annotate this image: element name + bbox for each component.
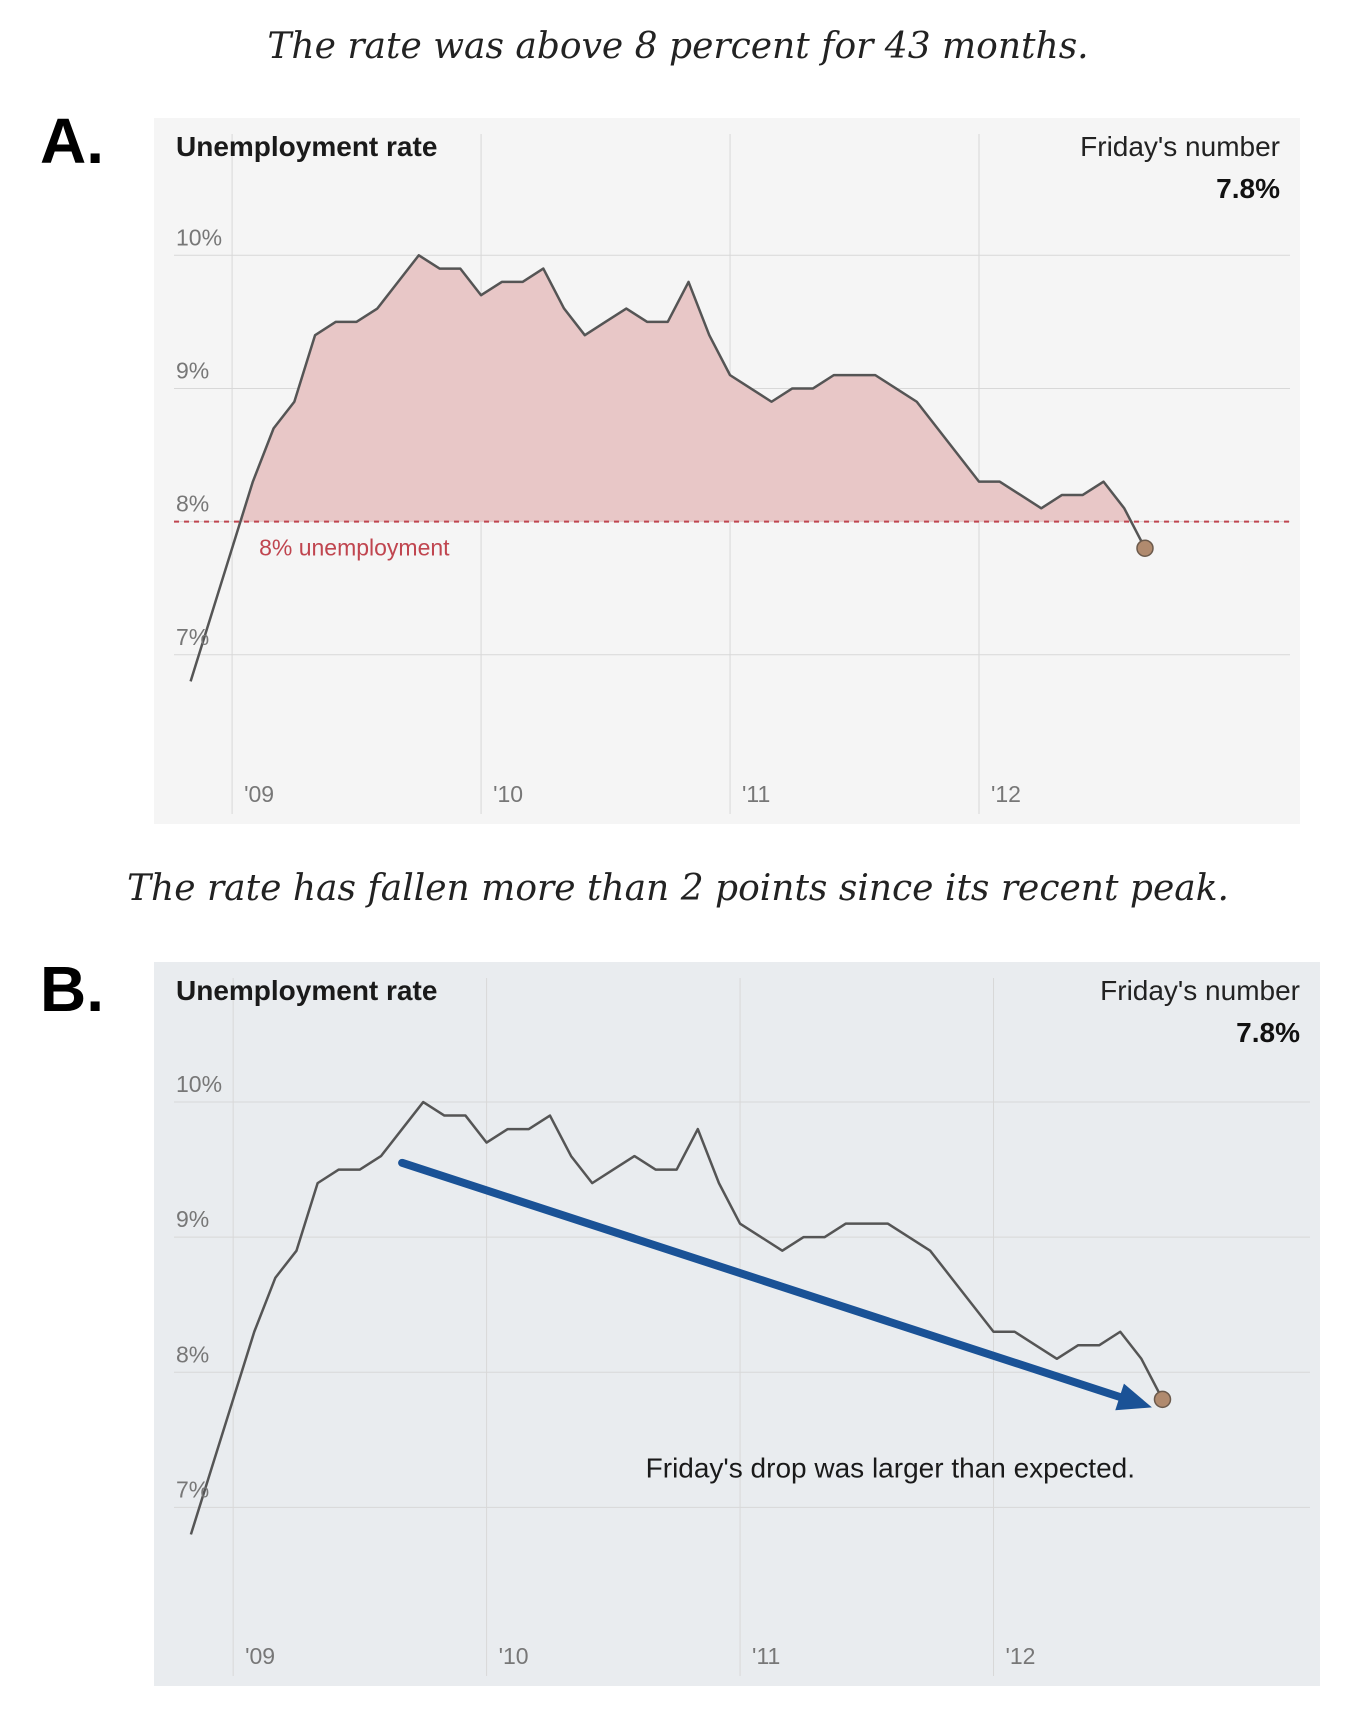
friday-number-value: 7.8% (1236, 1017, 1300, 1048)
unemployment-line (189, 1100, 1164, 1535)
reference-line-label: 8% unemployment (259, 535, 450, 561)
x-tick-label: '09 (244, 781, 274, 807)
panel-letter-b: B. (40, 953, 104, 1025)
trend-arrow-shaft (398, 1158, 1124, 1401)
unemployment-line (189, 254, 1147, 682)
x-tick-label: '11 (752, 1643, 780, 1669)
caption-a: The rate was above 8 percent for 43 mont… (267, 26, 1089, 67)
y-tick-label: 9% (176, 1206, 209, 1232)
chart-title: Unemployment rate (176, 975, 437, 1006)
friday-number-label: Friday's number (1100, 975, 1300, 1006)
x-tick-label: '10 (499, 1643, 529, 1669)
x-tick-label: '11 (742, 781, 770, 807)
friday-number-value: 7.8% (1216, 173, 1280, 204)
y-tick-label: 7% (176, 1476, 209, 1502)
y-tick-label: 9% (176, 357, 209, 383)
x-tick-label: '09 (245, 1643, 275, 1669)
chart-a-svg: 8% unemployment 10% 9% 8% 7% '09 '10 '11 '12 Unem… (154, 118, 1300, 824)
area-above-8-percent (240, 255, 1132, 522)
annotation-text: Friday's drop was larger than expected. (646, 1453, 1135, 1484)
chart-title: Unemployment rate (176, 131, 437, 162)
panel-letter-a: A. (40, 105, 104, 177)
x-tick-label: '12 (991, 781, 1021, 807)
latest-value-marker (1153, 1390, 1172, 1409)
chart-panel-a: 8% unemployment 10% 9% 8% 7% '09 '10 '11 '12 Unem… (154, 118, 1300, 824)
y-tick-label: 7% (176, 624, 209, 650)
trend-arrow-head (1115, 1383, 1152, 1411)
caption-b: The rate has fallen more than 2 points s… (127, 868, 1229, 909)
y-tick-label: 8% (176, 491, 209, 517)
y-tick-label: 8% (176, 1341, 209, 1367)
plot-background (154, 962, 1320, 1686)
y-tick-label: 10% (176, 1071, 222, 1097)
x-tick-label: '12 (1006, 1643, 1036, 1669)
y-tick-label: 10% (176, 224, 222, 250)
latest-value-marker (1136, 539, 1154, 557)
x-tick-label: '10 (493, 781, 523, 807)
chart-panel-b: 10% 9% 8% 7% '09 '10 '11 '12 Unemployment rate Fr… (154, 962, 1320, 1686)
friday-number-label: Friday's number (1080, 131, 1280, 162)
chart-b-svg: 10% 9% 8% 7% '09 '10 '11 '12 Unemployment rate Fr… (154, 962, 1320, 1686)
